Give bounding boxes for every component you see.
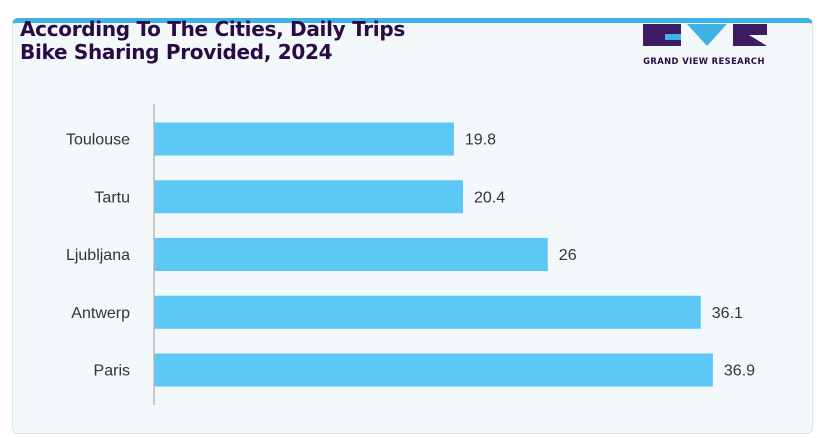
value-labels: 19.8 20.4 26 36.1 36.9 (465, 132, 755, 380)
logo-mark-icon (643, 24, 767, 46)
bar-ljubljana (154, 238, 548, 271)
value-label-paris: 36.9 (724, 363, 755, 380)
chart-title-line-2: Bike Sharing Provided, 2024 (20, 40, 333, 64)
bar-antwerp (154, 295, 701, 329)
value-label-toulouse: 19.8 (465, 132, 496, 149)
category-label-tartu: Tartu (94, 189, 130, 206)
value-label-antwerp: 36.1 (712, 305, 743, 322)
category-labels: Toulouse Tartu Ljubljana Antwerp Paris (66, 132, 130, 380)
bar-tartu (154, 180, 463, 214)
bar-toulouse (154, 122, 454, 156)
grand-view-research-logo: GRAND VIEW RESEARCH (629, 20, 779, 70)
value-label-ljubljana: 26 (559, 247, 577, 264)
category-label-toulouse: Toulouse (66, 132, 130, 149)
category-label-paris: Paris (94, 363, 130, 380)
value-label-tartu: 20.4 (474, 189, 505, 206)
bar-paris (154, 353, 713, 387)
chart-title: According To The Cities, Daily Trips Bik… (20, 18, 540, 64)
logo-text: GRAND VIEW RESEARCH (643, 56, 765, 66)
category-label-ljubljana: Ljubljana (66, 247, 130, 264)
bars-group (154, 122, 713, 387)
chart-title-line-1: According To The Cities, Daily Trips (20, 17, 405, 41)
category-label-antwerp: Antwerp (71, 305, 130, 322)
